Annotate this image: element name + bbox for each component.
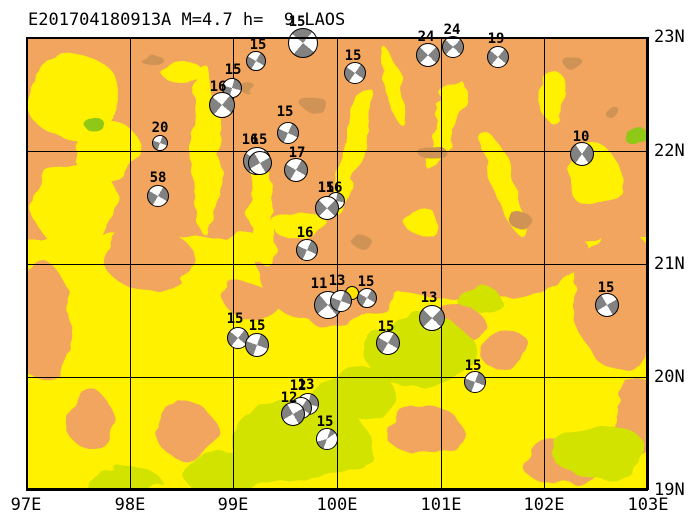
grid-line-vertical: [233, 37, 234, 490]
depth-label: 13: [420, 290, 438, 306]
lat-tick-label: 20N: [654, 367, 685, 387]
lat-tick-label: 21N: [654, 254, 685, 274]
depth-label: 12: [280, 390, 298, 406]
lat-tick-label: 23N: [654, 27, 685, 47]
depth-label: 11: [310, 276, 328, 292]
lat-tick-label: 22N: [654, 141, 685, 161]
focal-mechanism-ball: [288, 28, 318, 58]
focal-mechanism-ball: [315, 196, 339, 220]
lon-tick-label: 98E: [114, 495, 146, 513]
focal-mechanism-ball: [416, 43, 440, 67]
grid-line-horizontal: [26, 264, 648, 265]
depth-label: 24: [443, 22, 461, 38]
grid-line-vertical: [337, 37, 338, 490]
depth-label: 19: [487, 31, 505, 47]
depth-label: 13: [328, 273, 346, 289]
focal-mechanism-ball: [376, 331, 400, 355]
depth-label: 15: [250, 132, 268, 148]
focal-mechanism-ball: [487, 46, 509, 68]
focal-mechanism-ball: [245, 333, 269, 357]
focal-mechanism-ball: [595, 293, 619, 317]
depth-label: 15: [357, 274, 375, 290]
focal-mechanism-ball: [281, 402, 305, 426]
depth-label: 15: [344, 48, 362, 64]
focal-mechanism-ball: [442, 36, 464, 58]
focal-mechanism-ball: [277, 122, 299, 144]
focal-mechanism-ball: [357, 288, 377, 308]
depth-label: 58: [149, 170, 167, 186]
focal-mechanism-ball: [570, 142, 594, 166]
depth-label: 15: [288, 14, 306, 30]
lon-tick-label: 101E: [420, 495, 462, 513]
focal-mechanism-ball: [464, 371, 486, 393]
depth-label: 15: [276, 104, 294, 120]
depth-label: 24: [417, 29, 435, 45]
depth-label: 15: [316, 414, 334, 430]
depth-label: 15: [377, 319, 395, 335]
grid-line-horizontal: [26, 37, 648, 38]
focal-mechanism-ball: [344, 62, 366, 84]
lon-tick-label: 102E: [523, 495, 565, 513]
focal-mechanism-ball: [296, 239, 318, 261]
focal-mechanism-ball: [419, 305, 445, 331]
depth-label: 15: [248, 318, 266, 334]
focal-mechanism-ball: [246, 51, 266, 71]
depth-label: 10: [572, 129, 590, 145]
focal-mechanism-ball: [284, 158, 308, 182]
focal-mechanism-ball: [248, 151, 272, 175]
grid-line-horizontal: [26, 490, 648, 491]
grid-line-vertical: [441, 37, 442, 490]
grid-line-vertical: [130, 37, 131, 490]
focal-mechanism-ball: [147, 185, 169, 207]
lon-tick-label: 97E: [10, 495, 42, 513]
depth-label: 15: [597, 280, 615, 296]
terrain-tan-speckles: [139, 52, 620, 248]
depth-label: 16: [296, 225, 314, 241]
grid-line-vertical: [648, 37, 649, 490]
grid-line-vertical: [544, 37, 545, 490]
depth-label: 15: [226, 311, 244, 327]
grid-line-horizontal: [26, 151, 648, 152]
depth-label: 16: [325, 180, 343, 196]
depth-label: 17: [288, 145, 306, 161]
focal-mechanism-ball: [152, 135, 168, 151]
depth-label: 15: [464, 358, 482, 374]
lon-tick-label: 100E: [316, 495, 358, 513]
depth-label: 13: [297, 377, 315, 393]
depth-label: 20: [151, 120, 169, 136]
depth-label: 16: [209, 79, 227, 95]
depth-label: 15: [249, 37, 267, 53]
focal-mechanism-ball: [316, 428, 338, 450]
focal-mechanism-ball: [209, 92, 235, 118]
focal-mechanism-ball: [330, 290, 352, 312]
depth-label: 15: [224, 62, 242, 78]
grid-line-horizontal: [26, 377, 648, 378]
lon-tick-label: 103E: [627, 495, 669, 513]
depth-label: 16: [241, 132, 259, 148]
figure-title: E201704180913A M=4.7 h= 9 LAOS: [28, 10, 346, 30]
depth-label: 15: [317, 180, 335, 196]
lon-tick-label: 99E: [217, 495, 249, 513]
depth-label: 12: [289, 378, 307, 394]
lat-tick-label: 19N: [654, 480, 685, 500]
